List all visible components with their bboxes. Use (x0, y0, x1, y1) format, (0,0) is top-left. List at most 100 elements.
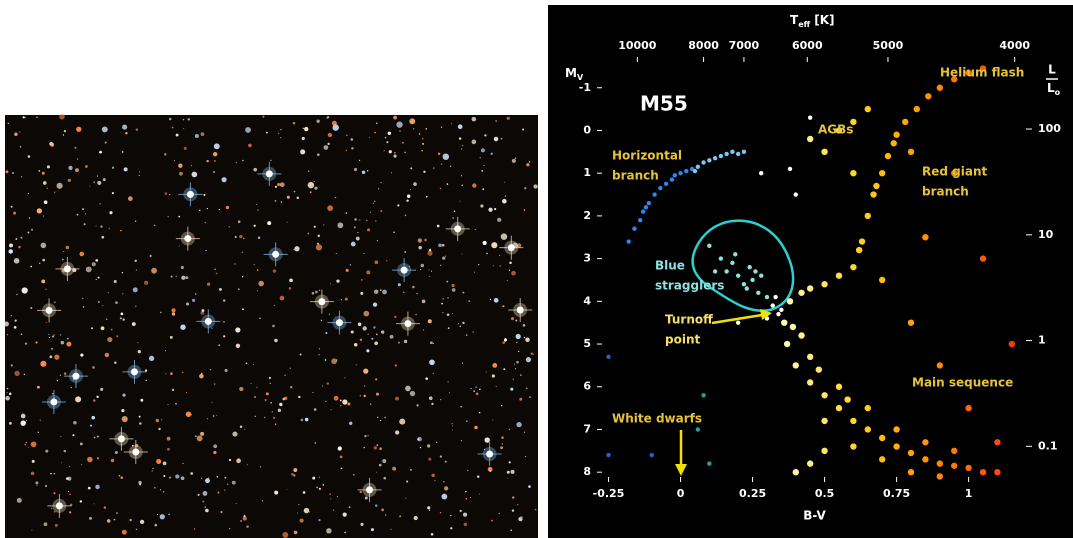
star (19, 145, 22, 148)
star (100, 326, 105, 331)
star (277, 408, 282, 413)
star (253, 224, 256, 227)
star (491, 374, 495, 378)
star (235, 327, 241, 333)
star (54, 191, 56, 193)
star (482, 240, 487, 246)
star (366, 219, 368, 222)
star-point (759, 170, 764, 176)
star (349, 264, 352, 266)
star (313, 225, 316, 228)
star (322, 385, 324, 387)
star (350, 330, 354, 334)
star (270, 159, 272, 162)
star (394, 315, 397, 319)
star (272, 269, 277, 273)
star (438, 243, 442, 248)
star (209, 368, 212, 371)
star (316, 486, 319, 489)
star (452, 425, 454, 427)
star (237, 220, 241, 224)
star (342, 399, 348, 405)
star (392, 466, 397, 471)
star (517, 503, 519, 506)
bright-star (404, 320, 412, 328)
star-point (878, 276, 886, 284)
star-point (936, 473, 944, 480)
star-point (692, 168, 698, 174)
star (50, 472, 52, 475)
star-point (798, 289, 805, 296)
star (484, 437, 490, 443)
star (514, 368, 517, 370)
star (308, 511, 310, 513)
star-point (759, 273, 764, 278)
star (383, 150, 385, 152)
star (427, 250, 433, 256)
star (116, 512, 118, 514)
star (320, 319, 323, 322)
star (45, 322, 47, 324)
star (363, 368, 369, 374)
star (416, 293, 418, 295)
star (27, 447, 30, 449)
star (510, 317, 515, 321)
star (43, 522, 48, 527)
star (492, 265, 494, 267)
star (65, 245, 70, 250)
star-point (793, 192, 798, 197)
star (452, 217, 454, 219)
star (46, 187, 48, 189)
star (493, 136, 499, 142)
star (441, 243, 445, 247)
star (461, 184, 464, 187)
star (195, 435, 197, 438)
star (180, 265, 184, 269)
star (525, 357, 532, 363)
star (93, 436, 96, 439)
star-point (663, 181, 669, 187)
star (219, 288, 222, 291)
star-point (907, 148, 915, 156)
star (432, 342, 435, 345)
star (344, 297, 348, 301)
star (110, 458, 115, 463)
star (483, 164, 485, 166)
star (52, 393, 54, 395)
annotation: AGBs (818, 123, 853, 137)
star (95, 484, 100, 490)
star (213, 171, 215, 173)
star (186, 302, 190, 306)
star (479, 388, 481, 391)
star (218, 344, 221, 347)
star (329, 493, 331, 495)
star (217, 491, 220, 494)
y-axis-label: MV (565, 66, 584, 82)
annotation: Helium flash (940, 66, 1024, 80)
star-point (936, 84, 944, 91)
star (206, 282, 211, 286)
star-point (606, 354, 611, 360)
star (361, 170, 366, 175)
star (316, 242, 320, 245)
star (323, 145, 329, 150)
star (462, 291, 465, 294)
star (514, 157, 517, 160)
star (44, 484, 48, 488)
star (63, 130, 66, 133)
star (441, 493, 448, 500)
star (90, 424, 93, 427)
star (374, 260, 379, 265)
star (27, 192, 29, 195)
star-point (735, 151, 741, 157)
star-point (821, 417, 828, 425)
star (185, 391, 188, 394)
star-point (821, 281, 828, 288)
star (470, 387, 472, 389)
star (357, 231, 359, 234)
star (145, 379, 147, 382)
star (30, 471, 35, 476)
star (239, 386, 244, 392)
star (425, 195, 428, 198)
star (259, 317, 261, 320)
